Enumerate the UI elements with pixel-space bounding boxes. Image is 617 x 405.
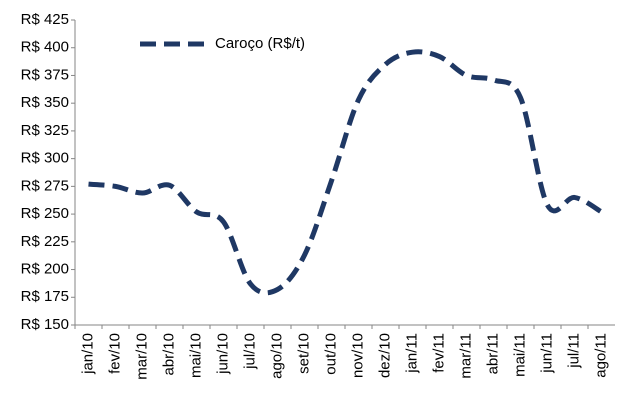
y-tick-label: R$ 275 [21, 177, 69, 194]
x-tick-label: mar/11 [457, 333, 474, 379]
y-tick-label: R$ 350 [21, 94, 69, 111]
y-tick-label: R$ 250 [21, 205, 69, 222]
y-tick-label: R$ 225 [21, 233, 69, 250]
x-tick-label: jun/11 [538, 333, 555, 374]
x-tick-label: mai/11 [511, 333, 528, 377]
x-tick-label: ago/11 [592, 333, 609, 378]
y-tick-label: R$ 400 [21, 39, 69, 56]
x-tick-label: jul/10 [241, 333, 258, 370]
x-tick-label: dez/10 [376, 333, 393, 378]
series-line [88, 49, 603, 296]
x-tick-label: mai/10 [187, 333, 204, 378]
x-tick-label: set/10 [295, 333, 312, 374]
x-tick-label: ago/10 [268, 333, 285, 379]
x-tick-label: mar/10 [133, 333, 150, 380]
x-tick-label: jun/10 [214, 333, 231, 375]
x-tick-label: jan/11 [403, 333, 420, 374]
x-tick-label: jan/10 [79, 333, 96, 375]
y-tick-label: R$ 175 [21, 288, 69, 305]
y-tick-label: R$ 425 [21, 11, 69, 28]
x-tick-label: fev/11 [430, 333, 447, 373]
y-tick-label: R$ 200 [21, 261, 69, 278]
y-tick-label: R$ 375 [21, 66, 69, 83]
x-tick-label: jul/11 [565, 333, 582, 369]
y-tick-label: R$ 300 [21, 150, 69, 167]
x-tick-label: fev/10 [106, 333, 123, 374]
legend-label: Caroço (R$/t) [215, 35, 305, 52]
x-tick-label: abr/10 [160, 333, 177, 376]
y-tick-label: R$ 325 [21, 122, 69, 139]
x-tick-label: abr/11 [484, 333, 501, 374]
x-tick-label: out/10 [322, 333, 339, 375]
y-tick-label: R$ 150 [21, 316, 69, 333]
x-tick-label: nov/10 [349, 333, 366, 378]
